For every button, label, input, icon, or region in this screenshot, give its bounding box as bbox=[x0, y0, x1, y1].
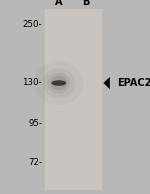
Text: 95-: 95- bbox=[28, 119, 42, 128]
Text: 72-: 72- bbox=[28, 158, 42, 167]
Ellipse shape bbox=[51, 76, 67, 90]
Bar bbox=[45, 9, 102, 190]
Ellipse shape bbox=[47, 73, 70, 93]
Text: A: A bbox=[55, 0, 62, 7]
Text: 130-: 130- bbox=[22, 78, 42, 87]
Ellipse shape bbox=[55, 81, 63, 83]
Text: B: B bbox=[82, 0, 90, 7]
Text: 250-: 250- bbox=[22, 20, 42, 29]
Ellipse shape bbox=[42, 68, 75, 98]
Ellipse shape bbox=[51, 80, 66, 86]
Polygon shape bbox=[103, 77, 110, 89]
Text: EPAC2: EPAC2 bbox=[117, 78, 150, 88]
